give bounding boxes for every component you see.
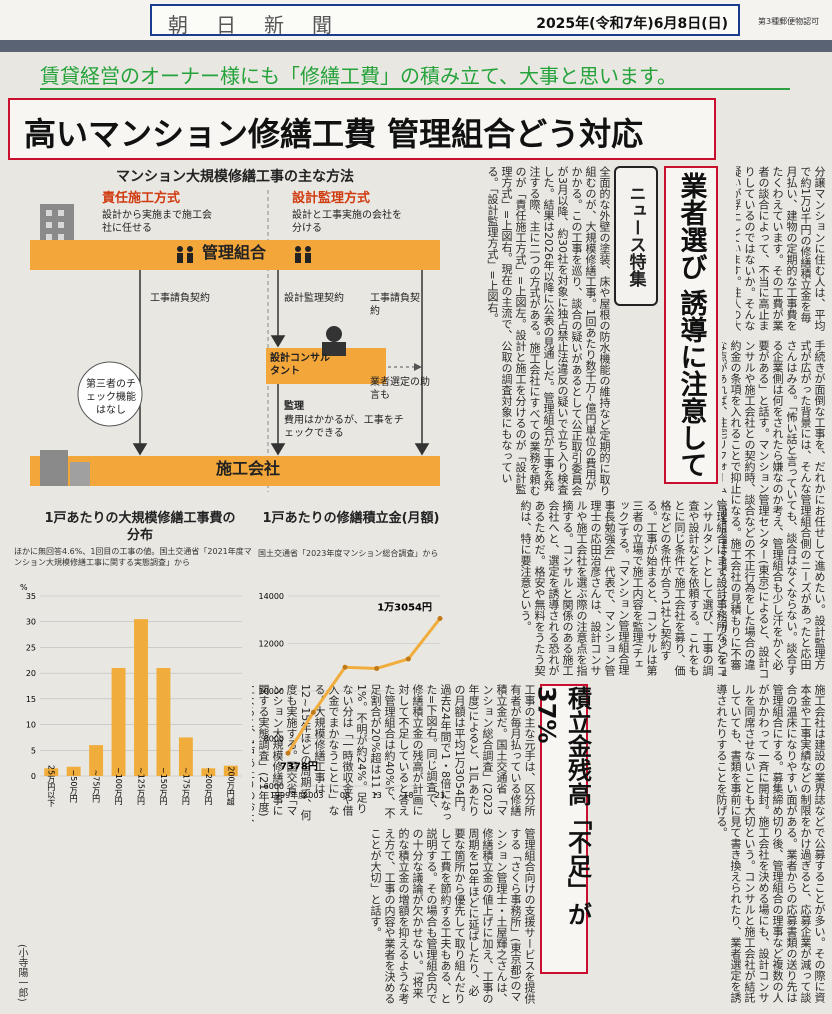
masthead-box: 朝日新聞 2025年(令和7年)6月8日(日)	[150, 4, 740, 37]
bar-chart-ytick: 35	[26, 592, 36, 601]
bar-chart-xtick: ~125万円	[137, 767, 146, 806]
line-chart-xtick: 18	[403, 791, 413, 800]
tagline-underline	[40, 88, 790, 90]
infographic-title: マンション大規模修繕工事の主な方法	[116, 169, 354, 185]
method1-title: 責任施工方式	[102, 191, 181, 206]
headline-box: 高いマンション修繕工費 管理組合どう対応	[8, 98, 716, 160]
bar-chart-ylabel: %	[20, 583, 28, 592]
kanri-label: 管理組合	[202, 243, 267, 262]
bar-chart-xtick: ~175万円	[181, 767, 190, 806]
main-heading: 業者選び 誘導に注意して	[664, 166, 718, 484]
contract-label-3: 工事請負契約	[370, 293, 420, 317]
bar-chart-xtick: 200万円超	[226, 766, 235, 806]
line-chart-start-label: 7378円	[280, 760, 318, 772]
line-chart-xtick: 13	[372, 791, 382, 800]
supervise-desc: 費用はかかるが、工事をチェックできる	[284, 415, 404, 439]
line-chart-series	[286, 617, 442, 755]
third-party-label: 第三者のチェック機能はなし	[86, 379, 136, 416]
method2-title: 設計監理方式	[292, 191, 371, 206]
bar-chart-ytick: 25	[26, 643, 36, 652]
bar-chart-xtick: 25万円以下	[47, 765, 56, 808]
news-feature-label: ニュース特集	[614, 166, 658, 306]
page-headline: 高いマンション修繕工費 管理組合どう対応	[24, 115, 644, 153]
banner-band	[0, 40, 832, 52]
bar-chart-ytick: 5	[31, 746, 36, 755]
issue-date: 2025年(令和7年)6月8日(日)	[536, 16, 728, 32]
advice-label: 業者選定の助言も	[370, 377, 430, 401]
line-chart-ytick: 14000	[259, 592, 284, 601]
line-chart-ytick: 10000	[259, 687, 284, 696]
line-chart-point	[285, 750, 291, 756]
sekou-label: 施工会社	[216, 459, 281, 478]
infographic-diagram	[30, 190, 440, 492]
bar-chart-ytick: 20	[26, 669, 36, 678]
bar-chart-bar	[134, 619, 148, 776]
method2-desc: 設計と工事実施の会社を分ける	[292, 210, 402, 234]
line-chart-title: 1戸あたりの修繕積立金(月額)	[262, 511, 440, 526]
bar-chart-bar	[156, 668, 171, 776]
article-column-2: 管理組合はまず設計事務所などをコンサルタントとして選び、工事の調査や設計などを依…	[519, 500, 728, 676]
consultant-icon	[322, 326, 346, 356]
method1-desc: 設計から実施まで施工会社に任せる	[102, 210, 212, 234]
line-chart-point	[437, 615, 443, 621]
bar-chart-xtick: ~50万円	[69, 770, 78, 804]
line-chart-point	[374, 665, 380, 671]
line-chart-note: 国土交通省「2023年度マンション総合調査」から	[258, 549, 439, 558]
people-icon	[177, 246, 311, 263]
bar-chart-ytick: 10	[26, 721, 36, 730]
line-chart-xtick: 08	[340, 791, 350, 800]
article-column-4: 手続きが面倒な工事を、だれかにお任せして進めたい。設計監理方式が広がった背景には…	[722, 340, 826, 679]
bar-chart-ytick: 0	[31, 772, 36, 781]
byline: (小寺陽一郎)	[16, 944, 27, 1002]
building-icon	[40, 204, 74, 244]
contract-label-2: 設計監理契約	[284, 293, 344, 304]
bar-chart-bar	[178, 737, 193, 776]
bar-chart-xtick: ~200万円	[204, 767, 213, 806]
consultant-label: 設計コンサルタント	[270, 353, 330, 377]
bar-chart-bar	[66, 766, 81, 776]
supervise-title: 監理	[284, 401, 304, 412]
bar-chart-bar	[44, 768, 59, 776]
bar-chart-bar	[111, 668, 126, 776]
repair-methods-infographic: マンション大規模修繕工事の主な方法 責任施工方式 設計から実施まで施工会社に任せ…	[30, 162, 440, 682]
kanri-band	[30, 240, 440, 270]
bar-chart-bar	[201, 768, 216, 776]
article-column-1: 全面的な外壁の塗装、床や屋根の防水機能の維持など定期的に取り組むのが、大規模修繕…	[486, 166, 611, 496]
bar-chart-xtick: ~75万円	[92, 770, 101, 804]
line-chart-xtick: 1999年度	[270, 790, 306, 800]
bar-chart: % 0 5 10 15 20 25 30 35 25万円以下 ~50万円 ~75万円 ~100万円 ~12…	[20, 583, 242, 808]
bar-chart-note: ほかに無回答4.6%、1回目の工事の値。国土交通省「2021年度マンション大規模…	[14, 547, 252, 567]
line-chart-xtick: 23	[435, 791, 445, 800]
line-chart-ytick: 12000	[259, 640, 284, 649]
lead-paragraph: 分譲マンションに住む人は、平均で約1万3千円の修繕積立金を毎月払い、建物の定期的…	[736, 166, 826, 331]
line-chart-ytick: 8000	[264, 735, 284, 744]
postal-note: 第3種郵便物認可	[758, 17, 820, 26]
bar-chart-xtick: ~100万円	[114, 767, 123, 806]
contract-label-1: 工事請負契約	[150, 293, 210, 304]
line-chart-point	[310, 709, 316, 715]
line-chart-point	[405, 656, 411, 662]
masthead: 朝日新聞 2025年(令和7年)6月8日(日) 第3種郵便物認可	[0, 0, 832, 40]
line-chart-end-label: 1万3054円	[377, 601, 432, 613]
bar-chart-ytick: 15	[26, 695, 36, 704]
sekou-band	[30, 456, 440, 486]
newspaper-name: 朝日新聞	[168, 13, 360, 37]
line-chart-ytick: 6000	[264, 782, 284, 791]
annotation-tagline: 賃貸経営のオーナー様にも「修繕工費」の積み立て、大事と思います。	[40, 64, 677, 88]
bar-chart-ytick: 30	[26, 618, 36, 627]
bar-chart-xtick: ~150万円	[159, 767, 168, 806]
article-column-6: 管理組合向けの支援サービスを提供する「さくら事務所」(東京都)のマンション管理士…	[369, 828, 536, 1004]
article-column-3: 施工会社は建設の業界誌などで公募することが多い。その際に資本金や工事実績などの制…	[715, 684, 826, 1003]
bar-chart-bar	[223, 765, 238, 776]
line-chart-point	[342, 664, 348, 670]
bar-chart-title: 1戸あたりの大規模修繕工事費の分布	[44, 511, 236, 543]
article-column-5: 工事の主な元手は、区分所有者が毎月払っている修繕積立金だ。国土交通省「マンション…	[252, 684, 536, 823]
sub-heading: 積立金残高「不足」が37%	[533, 684, 592, 974]
line-chart-xtick: 2003	[303, 791, 323, 800]
construction-building-icon	[40, 450, 90, 486]
bar-chart-bar	[89, 745, 104, 776]
